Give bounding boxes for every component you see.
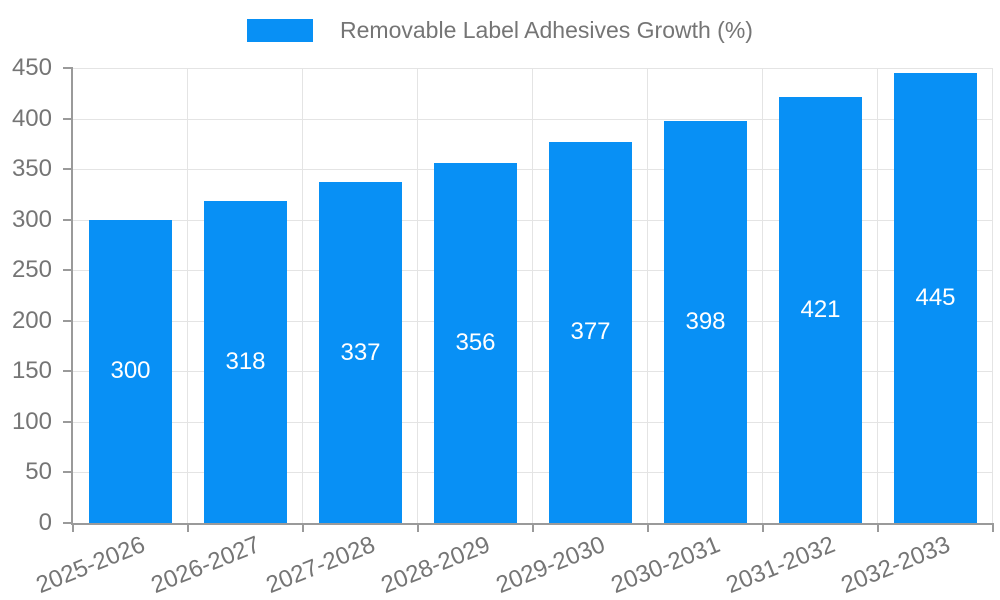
legend-swatch	[247, 18, 314, 42]
y-axis-tick	[63, 269, 73, 272]
y-axis-label: 100	[11, 407, 52, 435]
x-axis-label: 2031-2032	[722, 531, 839, 600]
gridline-vertical	[877, 68, 878, 523]
gridline-horizontal	[73, 472, 993, 474]
gridline-horizontal	[73, 421, 993, 423]
y-axis-tick	[63, 522, 73, 524]
bar-value-label: 337	[340, 338, 381, 366]
bar[interactable]: 445	[894, 73, 977, 523]
gridline-vertical	[762, 68, 763, 523]
bar[interactable]: 300	[89, 219, 172, 523]
gridline-horizontal	[73, 320, 993, 322]
bar[interactable]: 318	[204, 201, 287, 523]
y-axis-label: 150	[11, 357, 52, 385]
bar[interactable]: 377	[549, 141, 632, 523]
x-axis-tick	[532, 523, 534, 532]
gridline-horizontal	[73, 270, 993, 272]
x-axis-tick	[417, 523, 419, 532]
x-axis-label: 2032-2033	[837, 531, 954, 600]
x-axis-label: 2028-2029	[377, 531, 494, 600]
y-axis-label: 0	[38, 509, 52, 536]
y-axis-label: 250	[11, 256, 52, 284]
x-axis-label: 2025-2026	[32, 531, 149, 600]
legend[interactable]: Removable Label Adhesives Growth (%)	[0, 16, 1000, 44]
y-axis-tick	[63, 67, 73, 69]
bar-value-label: 445	[915, 284, 956, 312]
y-axis-tick	[63, 370, 73, 373]
gridline-horizontal	[73, 371, 993, 373]
legend-label: Removable Label Adhesives Growth (%)	[340, 16, 753, 43]
bar-value-label: 356	[455, 329, 496, 357]
gridline-horizontal	[73, 219, 993, 221]
bar-value-label: 377	[570, 318, 611, 346]
x-axis-tick	[877, 523, 879, 532]
y-axis-tick	[63, 319, 73, 322]
y-axis-label: 350	[11, 155, 52, 183]
bar[interactable]: 421	[779, 97, 862, 523]
gridline-horizontal	[73, 169, 993, 171]
x-axis-label: 2029-2030	[492, 531, 609, 600]
y-axis-tick	[63, 168, 73, 171]
x-axis-label: 2027-2028	[262, 531, 379, 600]
x-axis-label: 2026-2027	[147, 531, 264, 600]
x-axis-tick	[72, 523, 74, 532]
gridline-vertical	[302, 68, 303, 523]
bar-value-label: 398	[685, 307, 726, 335]
x-axis-label: 2030-2031	[607, 531, 724, 600]
bar[interactable]: 356	[434, 163, 517, 523]
gridline-vertical	[187, 68, 188, 523]
y-axis-label: 50	[25, 458, 52, 486]
bar-value-label: 318	[225, 348, 266, 376]
y-axis-label: 450	[11, 54, 52, 81]
gridline-vertical	[647, 68, 648, 523]
gridline-horizontal	[73, 68, 993, 69]
gridline-vertical	[992, 68, 993, 523]
y-axis-tick	[63, 471, 73, 474]
bar-value-label: 421	[800, 296, 841, 324]
y-axis-tick	[63, 218, 73, 221]
bar-value-label: 300	[110, 357, 151, 385]
x-axis-tick	[647, 523, 649, 532]
gridline-vertical	[532, 68, 533, 523]
gridline-horizontal	[73, 118, 993, 120]
x-axis-tick	[762, 523, 764, 532]
y-axis-label: 300	[11, 205, 52, 233]
x-axis-tick	[187, 523, 189, 532]
gridline-vertical	[417, 68, 418, 523]
y-axis-label: 200	[11, 306, 52, 334]
y-axis-tick	[63, 117, 73, 120]
x-axis-tick	[992, 523, 994, 532]
y-axis-label: 400	[11, 104, 52, 132]
bar[interactable]: 337	[319, 182, 402, 523]
x-axis-tick	[302, 523, 304, 532]
plot-area: 300 318 337 356 377 398 421 445	[71, 68, 993, 525]
y-axis-tick	[63, 420, 73, 423]
bar[interactable]: 398	[664, 120, 747, 523]
